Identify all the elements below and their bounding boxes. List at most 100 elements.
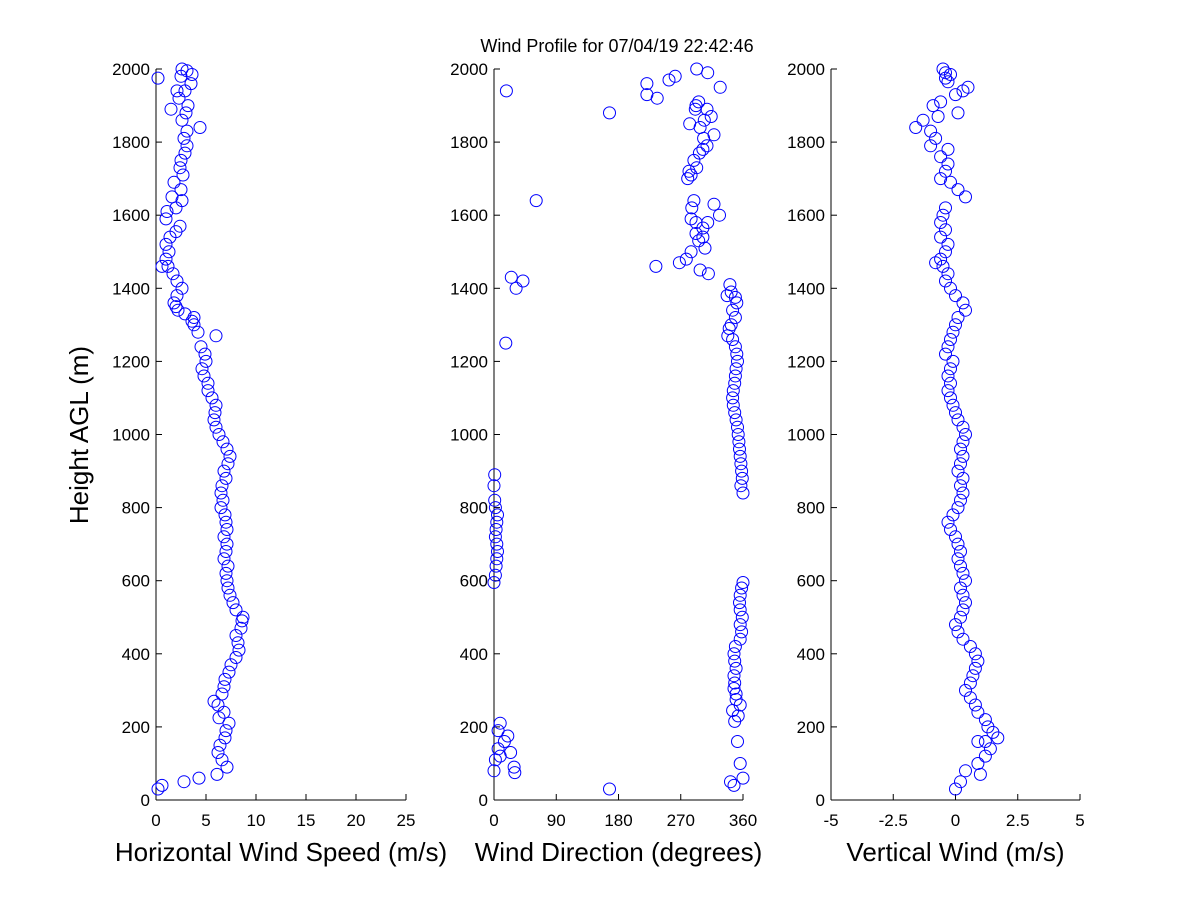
data-point <box>733 632 747 646</box>
data-point <box>733 603 747 617</box>
data-point <box>229 603 243 617</box>
data-point <box>934 172 948 186</box>
data-point <box>736 576 750 589</box>
data-point <box>603 782 616 796</box>
data-point <box>963 676 977 690</box>
data-point <box>170 84 184 98</box>
y-tick-label: 1400 <box>112 279 150 298</box>
data-point <box>959 683 972 697</box>
data-point <box>175 113 189 127</box>
data-point <box>936 208 950 222</box>
data-point <box>207 413 221 427</box>
x-tick-label: 25 <box>397 811 416 830</box>
data-point <box>733 596 746 610</box>
data-point <box>735 464 749 478</box>
data-point <box>219 515 233 529</box>
y-tick-label: 200 <box>122 718 150 737</box>
y-tick-label: 1400 <box>450 279 488 298</box>
data-point <box>931 110 945 123</box>
data-point <box>951 464 965 478</box>
data-point <box>733 442 746 456</box>
data-point <box>728 340 742 354</box>
data-point <box>504 270 518 284</box>
data-point <box>160 205 174 218</box>
data-point <box>175 62 189 76</box>
data-point <box>951 537 965 551</box>
data-point <box>488 493 502 507</box>
data-point <box>924 124 938 138</box>
data-point <box>726 384 740 398</box>
data-point <box>211 746 225 759</box>
y-tick-label: 1600 <box>787 206 825 225</box>
data-point <box>164 102 178 116</box>
data-point <box>941 142 955 156</box>
data-point <box>501 729 515 743</box>
data-point <box>195 362 209 376</box>
y-tick-label: 1000 <box>112 426 150 445</box>
x-axis-label: Horizontal Wind Speed (m/s) <box>115 837 447 867</box>
data-point <box>951 625 965 639</box>
data-point <box>696 230 710 244</box>
data-point <box>939 164 952 178</box>
y-tick-label: 400 <box>797 645 825 664</box>
data-point <box>959 303 972 317</box>
data-point <box>934 150 948 164</box>
data-point <box>177 775 191 789</box>
data-point <box>162 245 176 259</box>
x-tick-label: -2.5 <box>879 811 908 830</box>
data-point <box>951 552 965 566</box>
data-point <box>941 157 955 171</box>
subplot-2: 0 200 400 600 800 1000 1200 1400 1600 1800 2000 0 90… <box>450 60 762 867</box>
data-point <box>668 69 682 83</box>
data-point <box>959 190 972 204</box>
data-point <box>939 274 952 288</box>
data-point <box>736 771 750 785</box>
data-point <box>713 208 726 222</box>
data-point <box>724 285 738 299</box>
data-point <box>223 449 237 463</box>
data-point <box>217 552 231 566</box>
data-point <box>963 640 977 653</box>
figure-title: Wind Profile for 07/04/19 22:42:46 <box>480 36 753 56</box>
data-point <box>490 552 504 566</box>
data-point <box>198 347 212 361</box>
data-point <box>187 311 201 324</box>
data-point <box>180 124 194 138</box>
data-point <box>929 131 943 145</box>
data-point <box>499 84 513 98</box>
data-point <box>959 764 972 778</box>
data-point <box>973 767 987 781</box>
data-point <box>232 643 246 657</box>
y-tick-label: 1200 <box>112 352 150 371</box>
subplot-1: 0 200 400 600 800 1000 1200 1400 1600 1800 2000 0 5 1… <box>112 60 447 867</box>
data-point <box>734 457 748 471</box>
y-axis-label: Height AGL (m) <box>64 346 94 524</box>
data-point <box>733 588 747 602</box>
data-point <box>729 661 743 675</box>
data-point <box>949 618 962 632</box>
data-point <box>944 362 957 376</box>
data-point <box>214 501 228 515</box>
data-point <box>956 420 970 434</box>
data-point <box>735 610 749 624</box>
data-point <box>187 318 201 332</box>
data-point <box>216 435 230 449</box>
x-tick-label: 0 <box>951 811 960 830</box>
data-point <box>730 347 744 361</box>
data-point <box>681 172 695 186</box>
data-point <box>173 219 187 233</box>
data-point <box>700 139 714 153</box>
data-point <box>220 760 234 774</box>
data-point <box>735 625 749 639</box>
data-point <box>916 113 930 127</box>
data-point <box>179 106 193 120</box>
data-point <box>167 296 181 310</box>
data-point <box>727 682 741 695</box>
data-point <box>222 665 236 679</box>
data-point <box>221 581 235 595</box>
data-point <box>951 413 965 427</box>
data-point <box>221 559 235 573</box>
data-point <box>194 340 208 354</box>
